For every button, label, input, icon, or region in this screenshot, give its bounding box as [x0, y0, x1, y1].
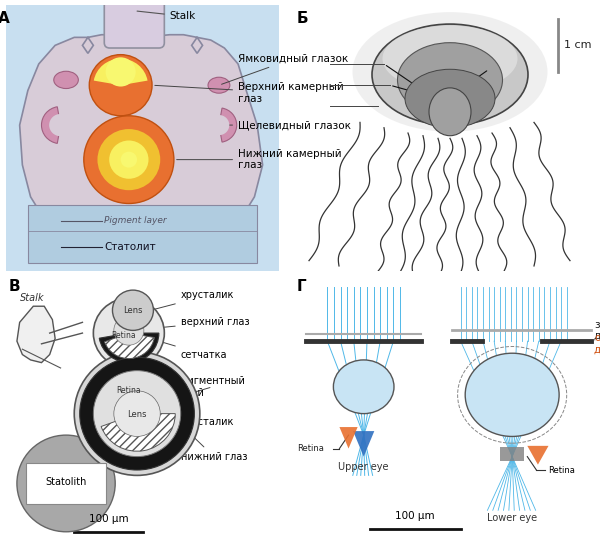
Text: Верхний камерный
глаз: Верхний камерный глаз [155, 82, 344, 104]
Wedge shape [101, 414, 175, 451]
Ellipse shape [429, 88, 471, 136]
Circle shape [114, 316, 144, 345]
Text: 100 μm: 100 μm [395, 511, 435, 521]
Circle shape [121, 152, 137, 168]
Circle shape [49, 114, 72, 136]
Text: Г: Г [297, 279, 307, 294]
FancyBboxPatch shape [26, 463, 106, 504]
Text: Lower eye: Lower eye [487, 513, 537, 523]
Circle shape [97, 129, 160, 190]
Text: 1 cm: 1 cm [564, 41, 592, 50]
Text: Lens: Lens [123, 306, 143, 315]
Wedge shape [94, 59, 148, 85]
FancyBboxPatch shape [104, 0, 164, 48]
Ellipse shape [372, 24, 528, 125]
Bar [500, 447, 524, 461]
Wedge shape [99, 333, 159, 363]
Text: хрусталик: хрусталик [154, 290, 234, 310]
Circle shape [106, 58, 136, 87]
Text: Stalk: Stalk [137, 11, 196, 21]
Polygon shape [527, 446, 548, 465]
Text: закрытая
диафрагма: закрытая диафрагма [594, 319, 600, 341]
Circle shape [465, 353, 559, 436]
Ellipse shape [54, 71, 79, 89]
Text: Retina: Retina [297, 444, 324, 453]
Text: Ямковидный глазок: Ямковидный глазок [221, 54, 348, 84]
Text: Статолит: Статолит [104, 242, 156, 252]
Polygon shape [17, 306, 55, 363]
Polygon shape [353, 431, 374, 456]
Polygon shape [20, 35, 263, 262]
Polygon shape [340, 427, 358, 448]
Ellipse shape [208, 77, 230, 93]
Text: Upper eye: Upper eye [338, 462, 389, 472]
Bar [28, 205, 257, 263]
Text: Retina: Retina [116, 386, 141, 395]
Text: пигментный
слой: пигментный слой [181, 376, 245, 398]
Circle shape [109, 140, 149, 179]
Wedge shape [41, 107, 61, 144]
Text: Lens: Lens [127, 410, 147, 419]
Text: Retina: Retina [548, 465, 575, 475]
Ellipse shape [398, 43, 503, 117]
Circle shape [94, 298, 164, 368]
Text: В: В [9, 279, 20, 294]
Circle shape [74, 352, 200, 476]
Circle shape [334, 360, 394, 414]
Text: сетчатка: сетчатка [161, 342, 227, 359]
Ellipse shape [353, 12, 548, 132]
Circle shape [17, 435, 115, 532]
Circle shape [112, 290, 154, 330]
Text: А: А [0, 11, 10, 26]
Text: хрусталик: хрусталик [164, 414, 234, 427]
Circle shape [114, 391, 160, 436]
Text: Retina: Retina [111, 331, 136, 340]
Ellipse shape [383, 25, 517, 92]
Ellipse shape [405, 69, 495, 128]
Text: нижний глаз: нижний глаз [181, 437, 247, 461]
Text: Stalk: Stalk [20, 293, 44, 303]
Circle shape [84, 116, 174, 203]
Text: Statolith: Statolith [46, 477, 87, 487]
Text: Щелевидный глазок: Щелевидный глазок [222, 120, 351, 130]
Bar [28, 205, 257, 263]
Text: Pigment layer: Pigment layer [104, 216, 167, 225]
Text: 100 μm: 100 μm [89, 513, 128, 524]
Circle shape [94, 370, 181, 456]
Text: открытая
диафрагма: открытая диафрагма [594, 333, 600, 355]
Text: Б: Б [297, 11, 308, 26]
Circle shape [209, 115, 229, 135]
Wedge shape [219, 108, 236, 142]
Wedge shape [104, 333, 154, 358]
Circle shape [80, 357, 194, 470]
Text: верхний глаз: верхний глаз [161, 317, 250, 328]
Circle shape [89, 55, 152, 116]
Text: Нижний камерный
глаз: Нижний камерный глаз [176, 149, 341, 170]
